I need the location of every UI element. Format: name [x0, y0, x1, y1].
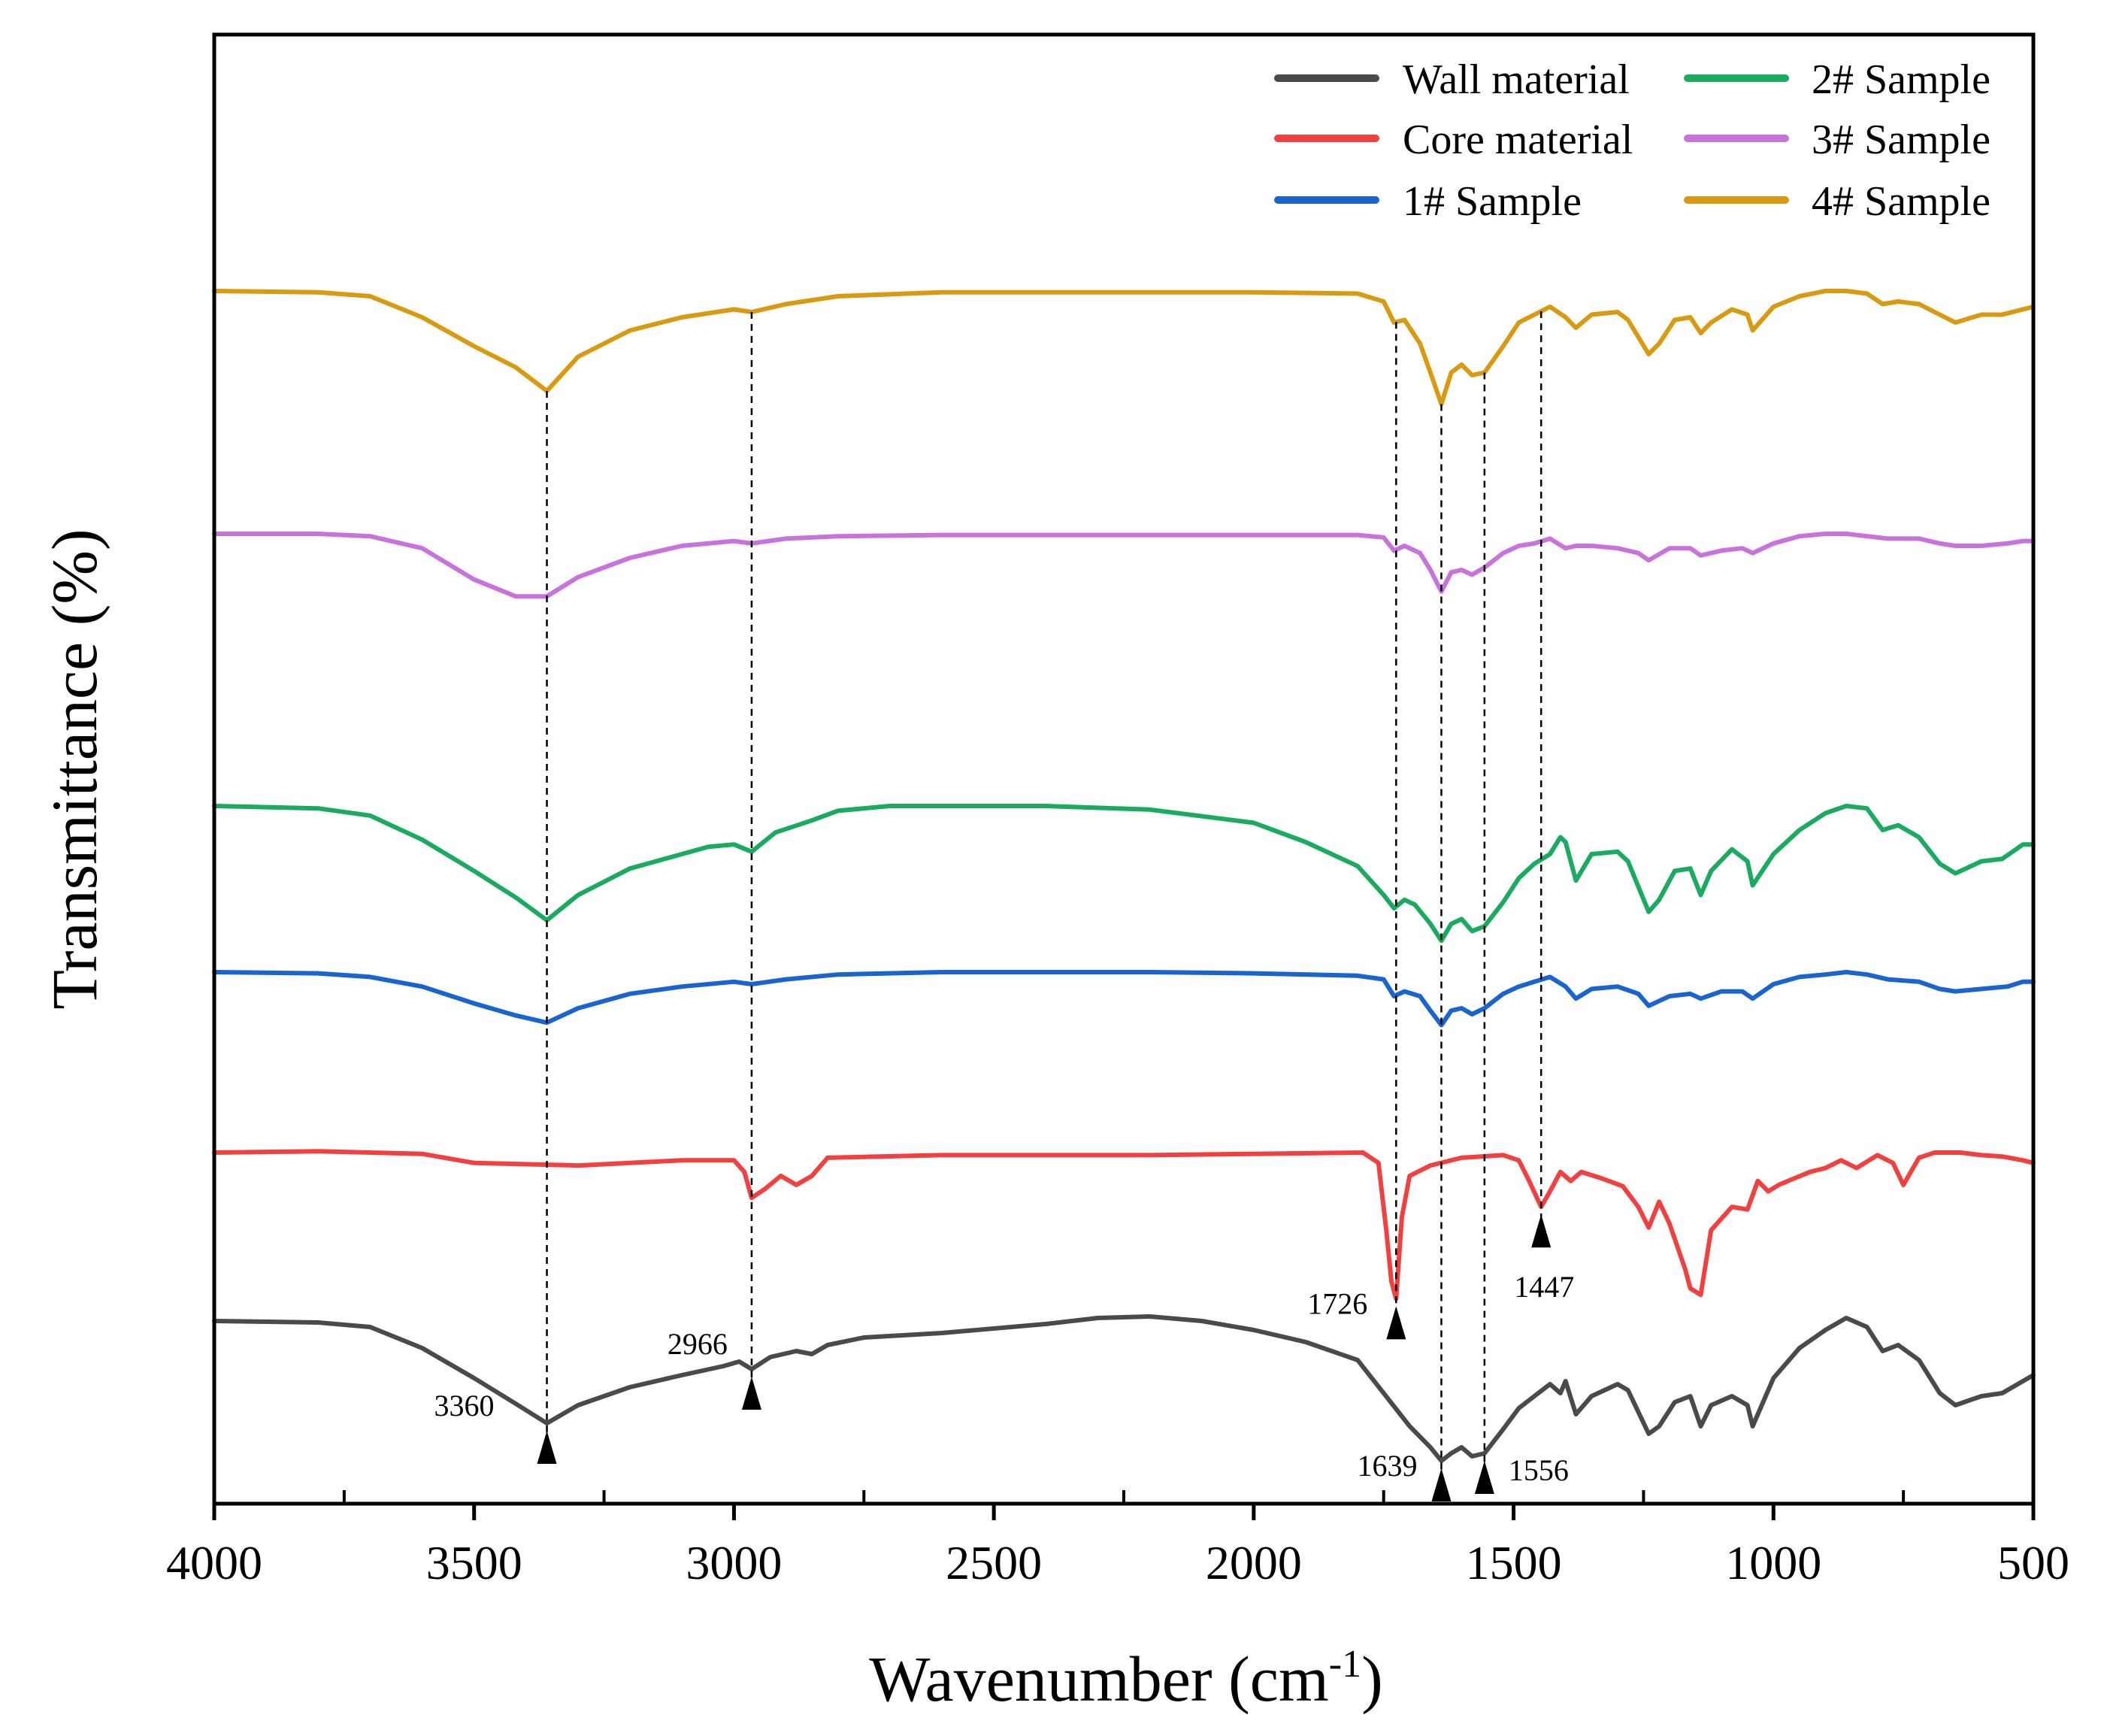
legend-item-2-sample: 2# Sample	[1684, 56, 1991, 103]
series-line-wall-material	[212, 1314, 2036, 1463]
legend-item-1-sample: 1# Sample	[1274, 178, 1582, 225]
x-axis-title-main: Wavenumber (cm	[869, 1643, 1329, 1715]
legend-item-core-material: Core material	[1274, 117, 1633, 163]
peak-arrow-3360	[537, 1431, 557, 1464]
legend-label-1-sample: 1# Sample	[1403, 178, 1582, 225]
annotations-layer: 3360 2966 1726 1447 1639 1556	[434, 1214, 1574, 1501]
peak-label-2966: 2966	[668, 1327, 728, 1361]
peak-lines-layer	[546, 311, 1542, 1471]
legend-label-3-sample: 3# Sample	[1812, 117, 1991, 163]
peak-arrow-1556	[1474, 1461, 1494, 1494]
legend-label-core-material: Core material	[1403, 117, 1633, 163]
peak-arrow-1639	[1431, 1468, 1452, 1501]
peak-label-1556: 1556	[1509, 1453, 1569, 1487]
plot-frame	[212, 32, 2036, 1506]
x-axis-title-close: )	[1361, 1643, 1383, 1715]
series-line-3-sample	[212, 532, 2036, 599]
x-axis: 4000 3500 3000 2500 2000 1500 1000 500	[166, 1490, 2069, 1589]
peak-arrow-1447	[1531, 1214, 1552, 1248]
series-line-core-material	[212, 1149, 2036, 1301]
legend-item-wall-material: Wall material	[1274, 56, 1630, 103]
peak-arrow-1726	[1386, 1306, 1406, 1340]
peak-label-3360: 3360	[434, 1389, 495, 1422]
legend-item-4-sample: 4# Sample	[1684, 178, 1991, 225]
x-tick-label-2000: 2000	[1206, 1536, 1302, 1589]
y-axis-title: Transmittance (%)	[38, 529, 110, 1009]
x-axis-title: Wavenumber (cm-1)	[869, 1643, 1383, 1715]
x-tick-label-3000: 3000	[686, 1536, 782, 1589]
legend: Wall material Core material 1# Sample 2# Sa…	[1274, 56, 1991, 225]
x-tick-label-1500: 1500	[1466, 1536, 1562, 1589]
legend-label-2-sample: 2# Sample	[1812, 56, 1991, 103]
x-tick-label-3500: 3500	[426, 1536, 522, 1589]
series-line-1-sample	[212, 970, 2036, 1028]
legend-item-3-sample: 3# Sample	[1684, 117, 1991, 163]
x-tick-label-1000: 1000	[1725, 1536, 1821, 1589]
peak-label-1639: 1639	[1357, 1449, 1417, 1483]
peak-arrow-2966	[741, 1377, 761, 1410]
series-line-4-sample	[212, 289, 2036, 407]
x-tick-label-500: 500	[1997, 1536, 2069, 1589]
series-layer	[212, 289, 2036, 1463]
x-axis-title-superscript: -1	[1329, 1643, 1361, 1686]
legend-label-wall-material: Wall material	[1403, 56, 1630, 103]
series-line-2-sample	[212, 804, 2036, 944]
peak-label-1726: 1726	[1307, 1286, 1367, 1320]
x-tick-label-4000: 4000	[166, 1536, 262, 1589]
x-tick-label-2500: 2500	[946, 1536, 1042, 1589]
peak-label-1447: 1447	[1514, 1270, 1574, 1304]
legend-label-4-sample: 4# Sample	[1812, 178, 1991, 225]
